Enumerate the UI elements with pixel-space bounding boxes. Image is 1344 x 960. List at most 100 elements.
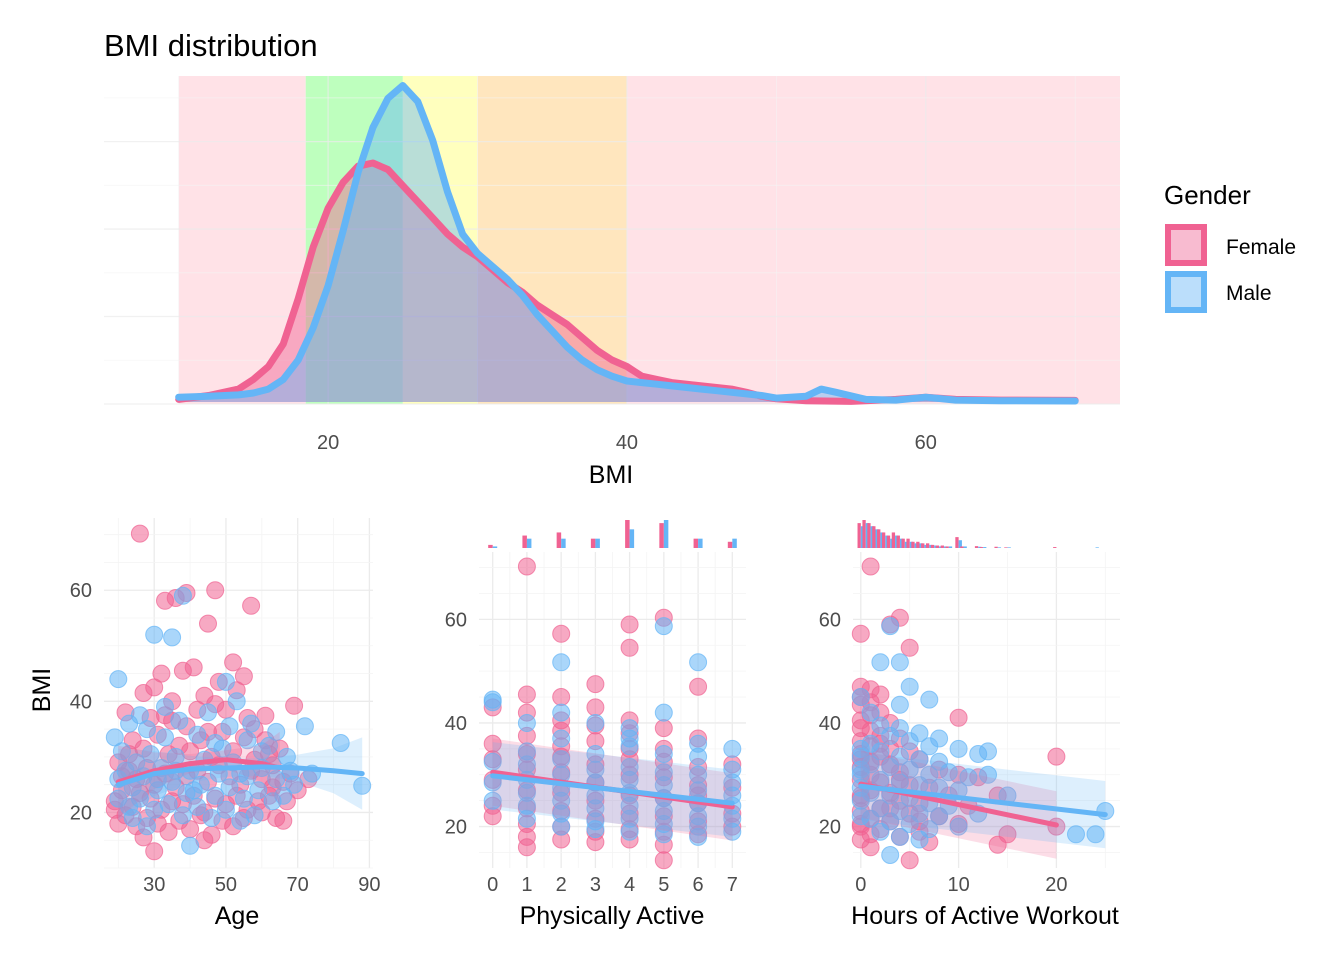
scatter-point-male	[979, 742, 997, 761]
y-tick-label: 20	[819, 817, 841, 839]
scatter-point-male	[130, 789, 149, 808]
scatter-point-male	[920, 737, 939, 756]
scatter-point-male	[900, 815, 919, 833]
marginal-hist-bar-female	[693, 538, 699, 548]
scatter-point-male	[517, 714, 536, 732]
marginal-hist-bar-female	[872, 526, 876, 548]
scatter-point-female	[586, 675, 605, 694]
scatter-point-male	[159, 795, 178, 814]
scatter-point-male	[881, 758, 900, 776]
scatter-point-female	[654, 851, 673, 870]
marginal-hist-bar-female	[1004, 547, 1008, 548]
age-x-axis-title: Age	[215, 902, 259, 930]
scatter-point-male	[930, 807, 949, 826]
scatter-point-male	[199, 703, 217, 722]
scatter-point-female	[861, 838, 880, 857]
bmi-band-obese	[477, 76, 627, 404]
scatter-point-female	[689, 677, 708, 696]
scatter-point-male	[689, 653, 708, 672]
marginal-hist-bar-female	[940, 545, 944, 548]
scatter-point-male	[156, 728, 174, 747]
marginal-hist-bar-female	[522, 535, 527, 548]
x-tick-label: 6	[693, 874, 704, 896]
marginal-hist-bar-male	[732, 538, 737, 548]
scatter-point-female	[552, 624, 571, 643]
density-title: BMI distribution	[104, 28, 318, 63]
scatter-point-female	[184, 658, 203, 677]
x-tick-label: 5	[658, 874, 669, 896]
trend-line-female	[115, 757, 283, 785]
scatter-point-female	[256, 706, 275, 725]
density-x-tick-label: 40	[616, 432, 638, 454]
marginal-hist-bar-female	[556, 532, 562, 548]
scatter-point-male	[552, 817, 571, 836]
scatter-point-female	[1047, 747, 1066, 766]
x-tick-label: 10	[948, 874, 970, 896]
scatter-point-male	[654, 703, 673, 722]
marginal-hist-bar-female	[945, 546, 949, 548]
scatter-panel-physically-active: 0 1 2 3 4 5 6 7 20 40 60	[445, 520, 746, 896]
scatter-point-male	[890, 827, 909, 846]
scatter-point-male	[851, 688, 870, 706]
scatter-point-male	[586, 714, 605, 732]
scatter-point-male	[920, 690, 939, 709]
y-tick-label: 20	[70, 802, 92, 824]
marginal-hist-bar-female	[891, 532, 896, 548]
scatter-point-female	[998, 825, 1017, 844]
scatter-point-male	[188, 725, 207, 744]
scatter-point-male	[689, 827, 708, 846]
scatter-point-male	[881, 617, 900, 636]
scatter-point-male	[552, 653, 571, 672]
scatter-point-female	[242, 596, 261, 615]
scatter-point-female	[285, 696, 304, 715]
trend-ribbon-female	[118, 731, 280, 818]
scatter-point-male	[109, 670, 128, 689]
scatter-point-female	[145, 842, 164, 861]
marginal-hist-bar-female	[896, 535, 900, 548]
scatter-point-male	[274, 786, 293, 805]
marginal-hist-bar-male	[958, 540, 962, 548]
legend: Gender Female Male	[1164, 180, 1296, 313]
scatter-point-female	[517, 838, 536, 857]
scatter-point-female	[851, 624, 870, 643]
density-area-male	[178, 85, 1076, 402]
scatter-point-male	[900, 677, 919, 696]
scatter-point-male	[517, 809, 536, 828]
scatter-point-female	[159, 822, 178, 841]
trend-line-male	[490, 773, 735, 806]
scatter-point-male	[1086, 825, 1105, 844]
marginal-hist-bar-male	[983, 547, 987, 548]
trend-ribbon-male	[118, 737, 363, 821]
marginal-hist-bar-male	[629, 529, 635, 548]
scatter-point-male	[173, 806, 192, 825]
trend-line-male	[858, 783, 1108, 818]
marginal-hist-bar-male	[561, 538, 566, 548]
scatter-point-male	[851, 807, 870, 826]
scatter-point-male	[949, 739, 968, 758]
scatter-point-male	[220, 778, 239, 797]
x-tick-label: 7	[727, 874, 738, 896]
scatter-point-male	[654, 617, 673, 636]
marginal-hist-bar-female	[916, 541, 920, 548]
scatter-point-male	[861, 734, 880, 753]
marginal-hist-bar-female	[960, 546, 964, 548]
marginal-hist-bar-female	[921, 543, 925, 548]
scatter-point-male	[723, 739, 742, 758]
density-x-ticks: 20 40 60	[317, 432, 937, 454]
legend-item-female: Female	[1165, 224, 1296, 266]
y-tick-label: 40	[70, 691, 92, 713]
marginal-hist-bar-male	[1095, 547, 1099, 548]
marginal-hist-bar-female	[625, 520, 630, 548]
legend-label-male: Male	[1226, 282, 1272, 305]
scatter-point-male	[249, 781, 268, 800]
scatter-point-female	[586, 698, 605, 717]
x-tick-label: 0	[855, 874, 866, 896]
x-tick-label: 4	[624, 874, 635, 896]
x-tick-label: 30	[143, 874, 165, 896]
marginal-hist-bar-male	[963, 546, 967, 548]
y-tick-label: 40	[445, 713, 467, 735]
scatter-point-male	[620, 729, 639, 748]
bmi-band-normal	[305, 76, 403, 404]
y-tick-label: 60	[819, 609, 841, 631]
scatter-panel-age: 30 50 70 90 20 40 60	[70, 518, 381, 896]
